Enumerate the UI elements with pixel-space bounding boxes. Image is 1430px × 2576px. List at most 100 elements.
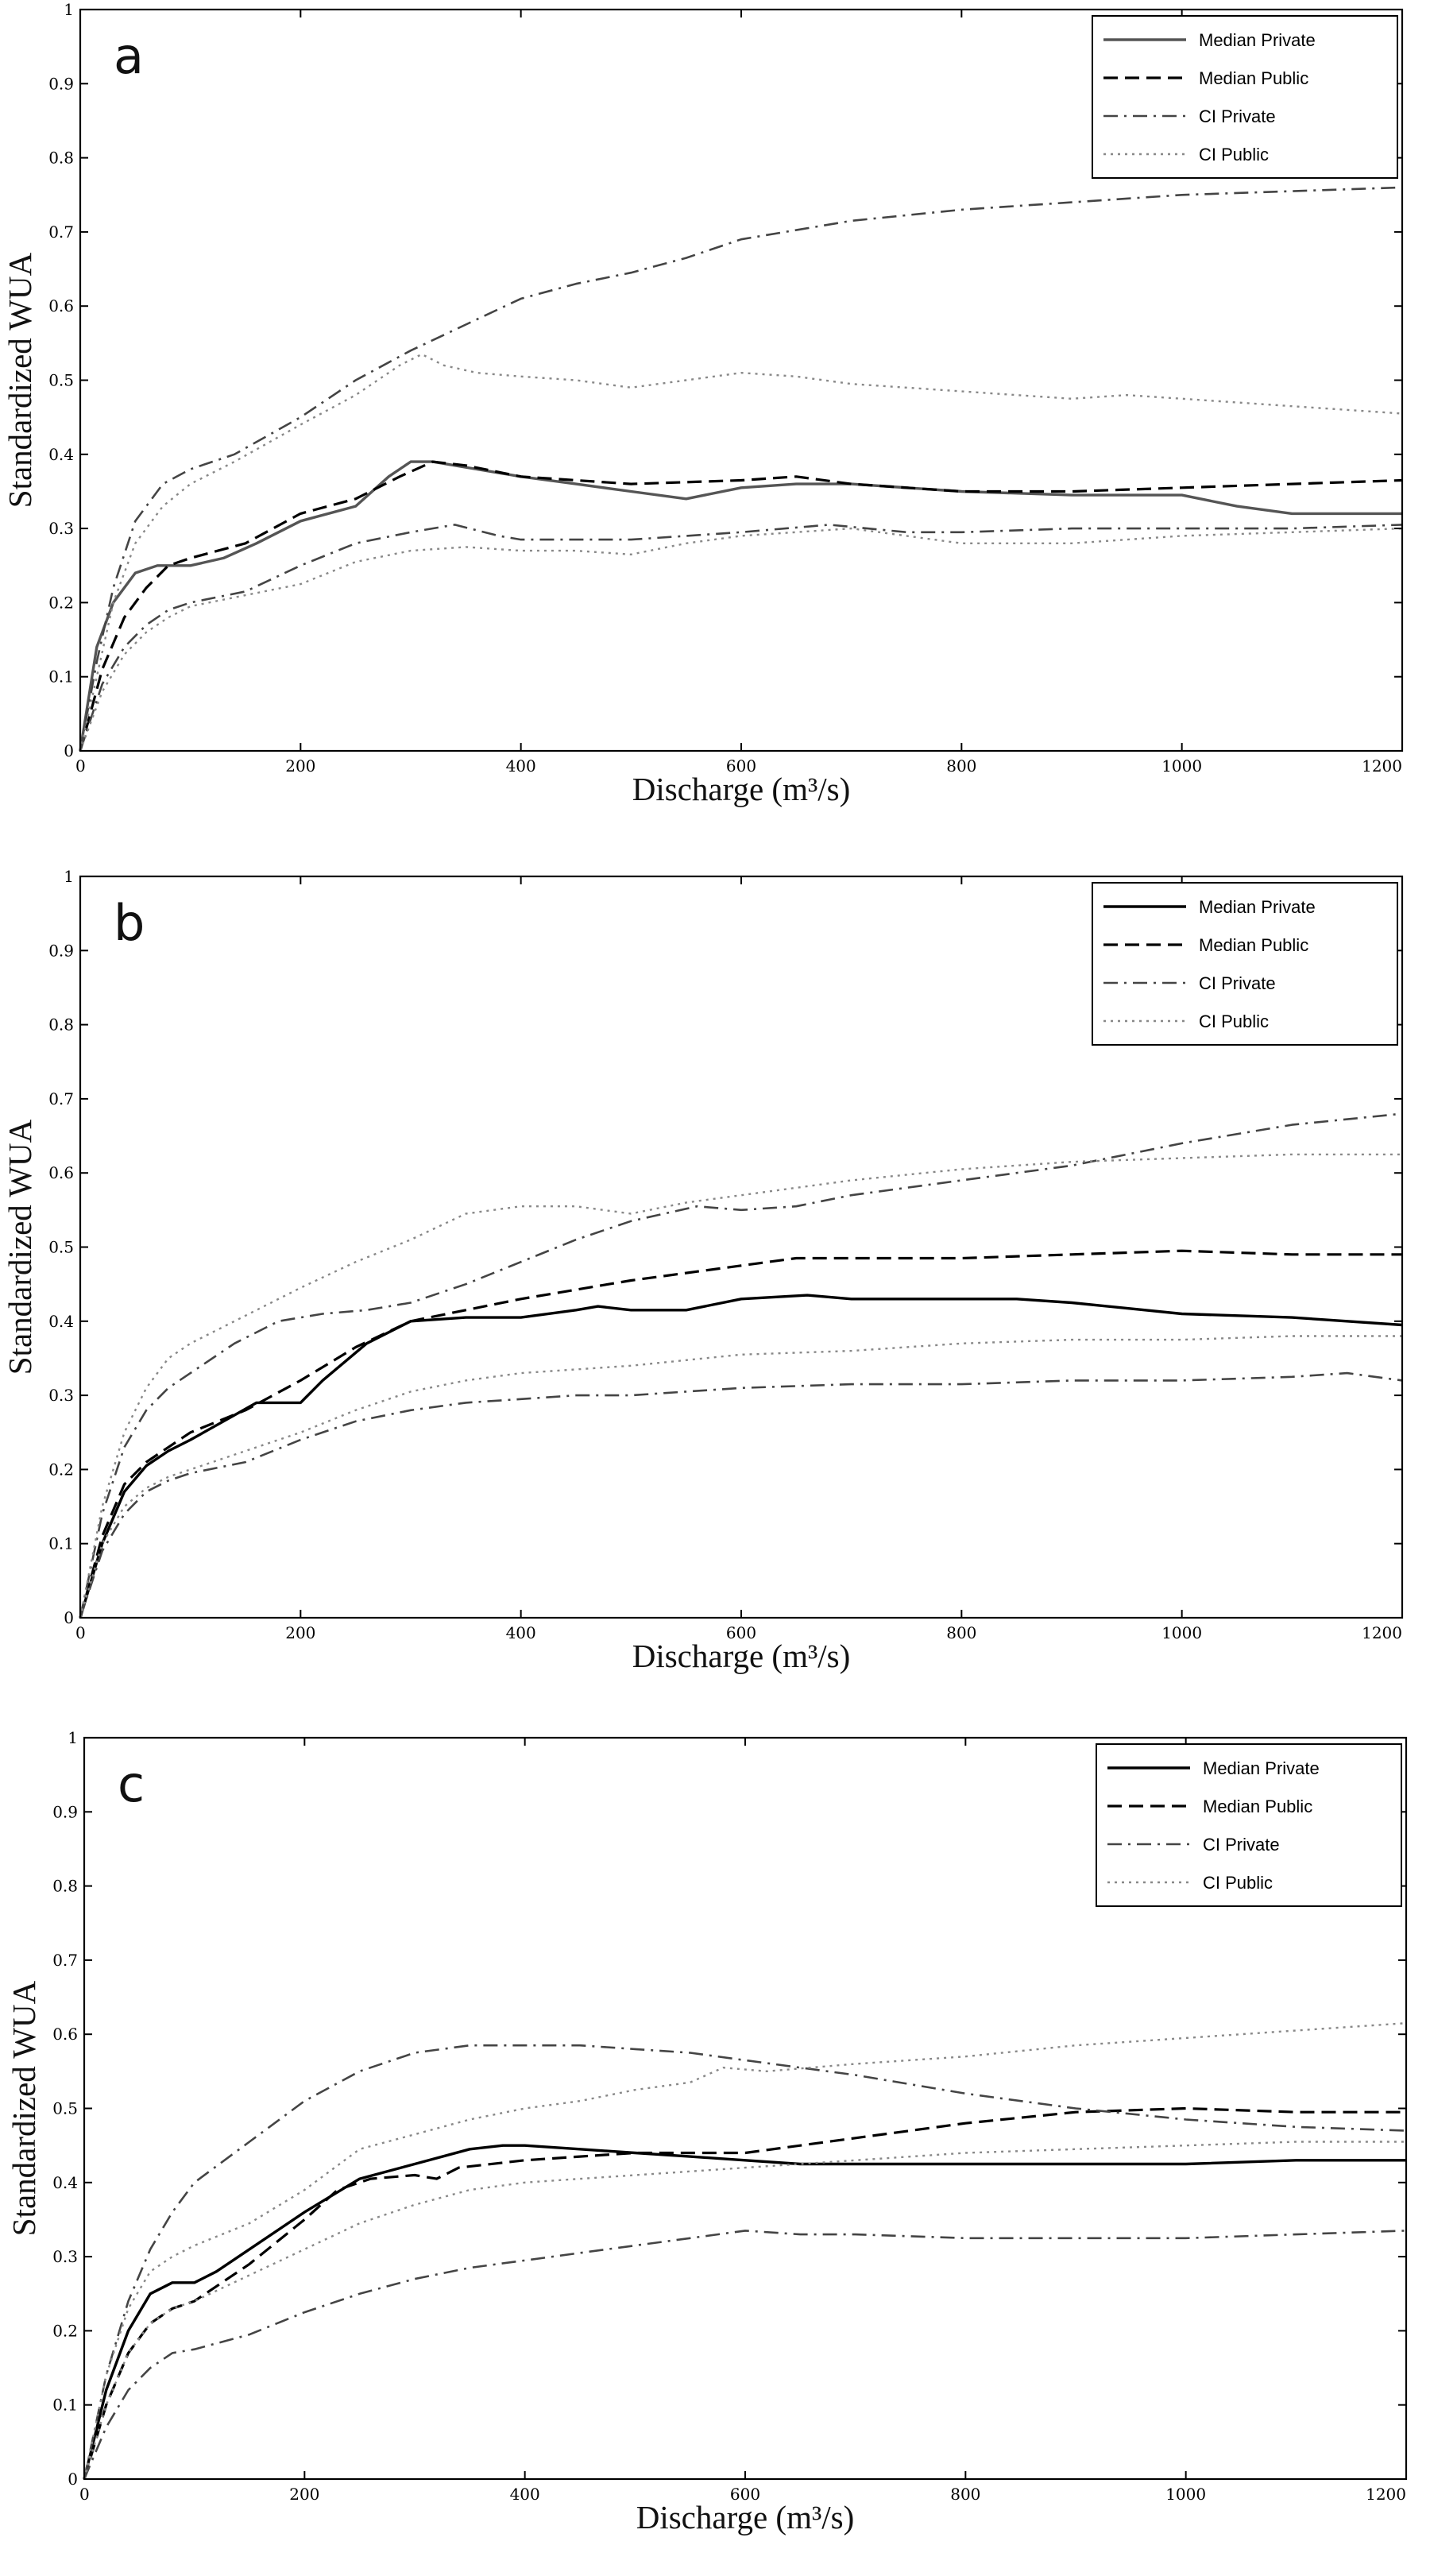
legend-entry-label: CI Public [1199, 145, 1269, 164]
y-tick-label: 0.8 [52, 1877, 78, 1896]
x-tick-label: 600 [730, 2485, 760, 2504]
x-tick-label: 200 [289, 2485, 319, 2504]
y-tick-label: 0.6 [48, 296, 74, 315]
x-tick-label: 600 [726, 1623, 756, 1642]
x-tick-label: 400 [506, 1623, 536, 1642]
y-tick-label: 1 [64, 867, 74, 886]
series-line-ci-public [79, 1153, 1402, 1619]
y-tick-label: 0.9 [48, 74, 74, 93]
legend-entry-label: CI Private [1199, 973, 1276, 993]
x-tick-label: 0 [79, 2485, 90, 2504]
chart-panel-b: 0 200 400 600 800 1000 1200 0 0.1 0.2 0.3 0.4 0.5 0.6… [2, 867, 1404, 1674]
series-line-ci-public [79, 353, 1403, 752]
series-line-ci-private [83, 2044, 1407, 2480]
chart-panel-c: 0 200 400 600 800 1000 1200 0 0.1 0.2 0.3 0.4 0.5 0.6… [6, 1728, 1408, 2535]
legend-entry-label: Median Public [1203, 1797, 1312, 1816]
legend-box [1096, 1743, 1402, 1907]
y-tick-label: 0.4 [48, 1312, 74, 1331]
series-line-median-public [83, 2106, 1406, 2480]
x-tick-label: 1200 [1362, 1623, 1402, 1642]
x-tick-label: 1200 [1362, 756, 1402, 776]
x-tick-label: 800 [950, 2485, 980, 2504]
y-tick-label: 0.5 [48, 371, 74, 390]
series-line-ci-public-lower [83, 2141, 1406, 2480]
x-tick-label: 400 [506, 756, 536, 776]
x-tick-label: 200 [285, 1623, 315, 1642]
y-tick-label: 0.7 [48, 222, 74, 242]
legend-entry-label: CI Private [1203, 1835, 1280, 1855]
series-line-median-private [83, 2144, 1406, 2480]
x-tick-label: 1200 [1366, 2485, 1406, 2504]
y-tick-label: 0.2 [48, 1460, 74, 1479]
legend: Median Private Median Public CI Private CI … [1092, 882, 1398, 1046]
y-tick-label: 0.1 [48, 667, 74, 687]
y-tick-label: 0.3 [48, 519, 74, 538]
y-tick-label: 0.5 [52, 2099, 78, 2118]
x-tick-label: 1000 [1161, 756, 1202, 776]
panel-label: a [114, 27, 144, 85]
x-tick-label: 0 [75, 1623, 86, 1642]
series-line-ci-public-lower [79, 1335, 1402, 1619]
y-tick-label: 0 [64, 1608, 74, 1627]
legend-entry-label: Median Public [1199, 935, 1308, 955]
legend-entry-label: CI Public [1203, 1873, 1273, 1893]
y-tick-label: 0.2 [52, 2321, 78, 2340]
legend-entry-label: Median Private [1199, 897, 1316, 917]
series-line-median-private [79, 460, 1402, 752]
x-tick-label: 1000 [1165, 2485, 1206, 2504]
legend-box [1092, 15, 1398, 179]
series-line-ci-private [79, 1112, 1403, 1619]
y-tick-label: 0.3 [52, 2247, 78, 2266]
x-tick-label: 200 [285, 756, 315, 776]
series-line-ci-private-lower [79, 1371, 1403, 1619]
panel-label: c [118, 1755, 145, 1813]
x-tick-label: 800 [946, 756, 976, 776]
legend: Median Private Median Public CI Private CI … [1096, 1743, 1402, 1907]
y-tick-label: 0.1 [52, 2396, 78, 2415]
y-tick-label: 0.2 [48, 593, 74, 612]
series-line-ci-private [79, 186, 1403, 752]
y-axis-label: Standardized WUA [2, 1119, 38, 1375]
legend-entry-label: CI Private [1199, 106, 1276, 126]
y-tick-label: 0 [68, 2470, 78, 2489]
panel-label: b [114, 894, 145, 952]
x-axis-label: Discharge (m³/s) [632, 771, 851, 807]
y-tick-label: 0.9 [52, 1802, 78, 1821]
series-line-median-private [79, 1294, 1403, 1619]
y-tick-label: 0.8 [48, 149, 74, 168]
legend-entry-label: Median Private [1203, 1758, 1320, 1778]
y-tick-label: 0.4 [48, 445, 74, 464]
x-tick-label: 800 [946, 1623, 976, 1642]
x-axis-label: Discharge (m³/s) [636, 2499, 855, 2535]
chart-panel-a: 0 200 400 600 800 1000 1200 0 0.1 0.2 0.3 0.4 0.5 0.6… [2, 0, 1404, 807]
y-tick-label: 0.3 [48, 1386, 74, 1405]
legend: Median Private Median Public CI Private CI … [1092, 15, 1398, 179]
legend-entry-label: Median Private [1199, 30, 1316, 50]
y-tick-label: 0.6 [48, 1163, 74, 1182]
y-tick-label: 1 [68, 1728, 78, 1747]
legend-entry-label: Median Public [1199, 68, 1308, 88]
y-tick-label: 0.1 [48, 1534, 74, 1553]
y-tick-label: 0.5 [48, 1238, 74, 1257]
y-axis-label: Standardized WUA [2, 252, 38, 508]
series-line-median-public [79, 460, 1403, 752]
y-tick-label: 0.7 [48, 1089, 74, 1108]
y-tick-label: 1 [64, 0, 74, 19]
x-axis-label: Discharge (m³/s) [632, 1638, 851, 1674]
y-tick-label: 0.9 [48, 941, 74, 960]
x-tick-label: 600 [726, 756, 756, 776]
y-tick-label: 0.8 [48, 1015, 74, 1035]
series-line-median-public [79, 1249, 1402, 1619]
y-tick-label: 0.4 [52, 2173, 78, 2192]
series-line-ci-private-lower [83, 2230, 1407, 2480]
series-line-ci-public [83, 2022, 1407, 2480]
x-tick-label: 0 [75, 756, 86, 776]
y-axis-label: Standardized WUA [6, 1980, 42, 2236]
legend-entry-label: CI Public [1199, 1011, 1269, 1031]
series-line-ci-public-lower [79, 527, 1403, 752]
y-tick-label: 0 [64, 741, 74, 760]
legend-box [1092, 882, 1398, 1046]
x-tick-label: 400 [510, 2485, 540, 2504]
y-tick-label: 0.7 [52, 1951, 78, 1970]
